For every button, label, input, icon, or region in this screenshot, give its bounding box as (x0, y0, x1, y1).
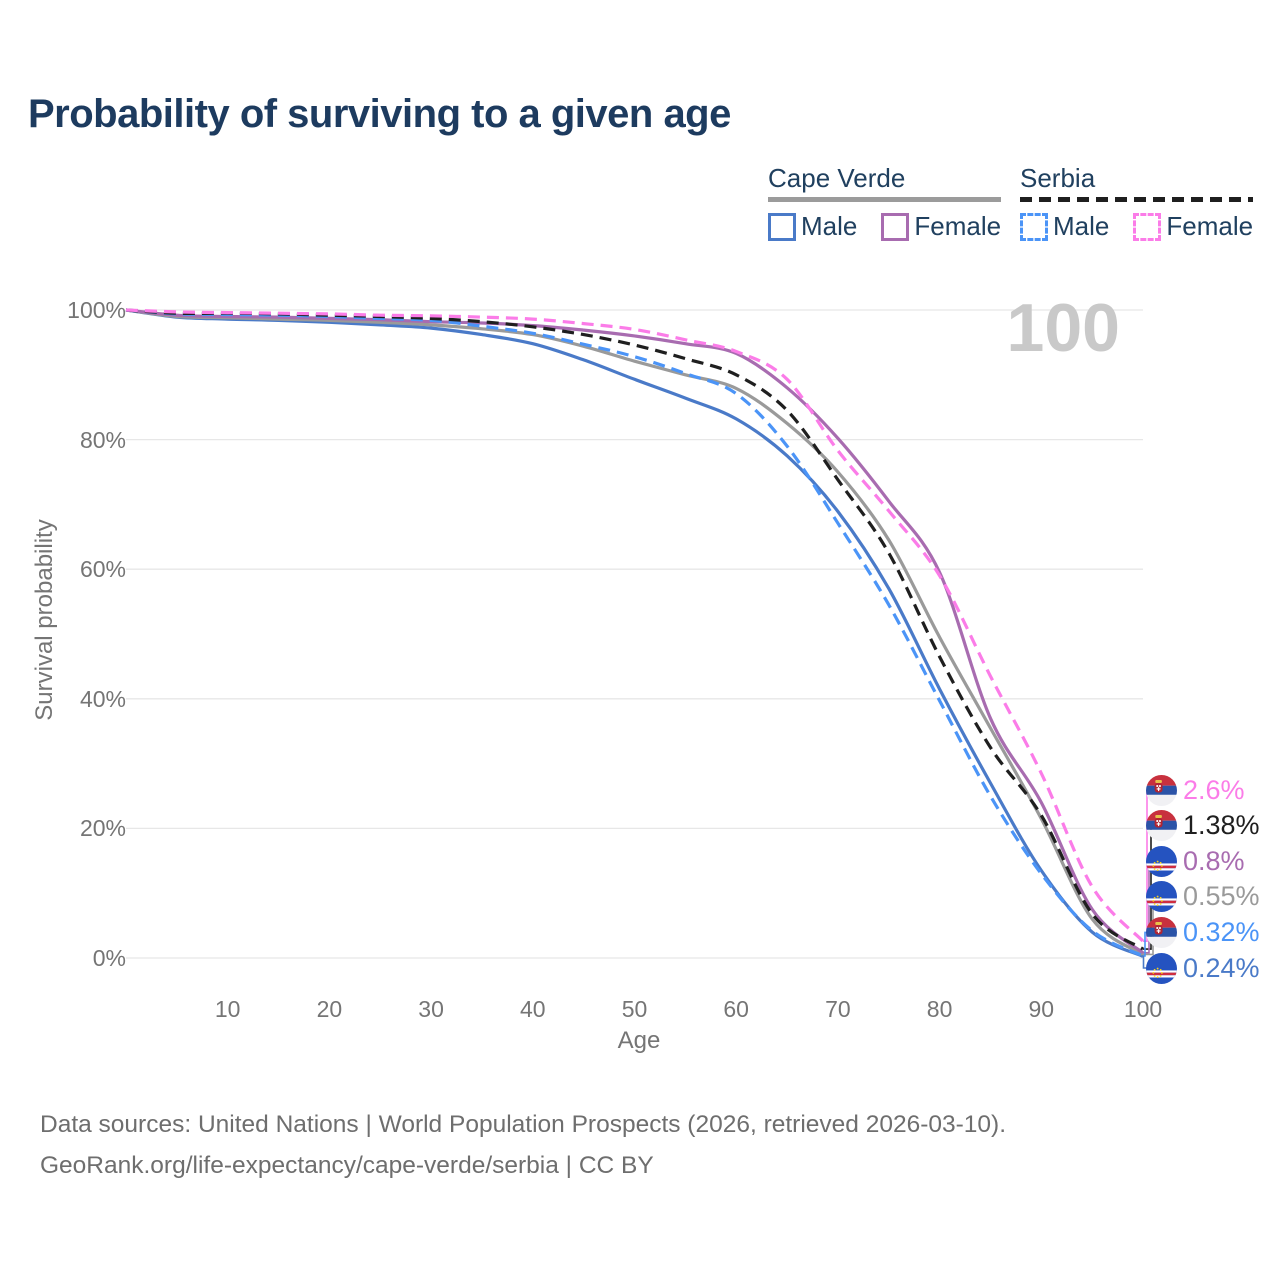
y-tick-label: 60% (79, 556, 126, 583)
legend-item-label: Male (1053, 211, 1110, 241)
x-axis-title: Age (617, 1027, 661, 1054)
legend-items: Male Female (768, 211, 1001, 242)
cape-verde-male-swatch-icon (768, 212, 796, 241)
legend-item-label: Female (1166, 211, 1254, 241)
legend-country-cape-verde[interactable]: Cape Verde (768, 163, 1002, 202)
y-tick-label: 80% (79, 426, 126, 453)
x-tick-label: 100 (1123, 996, 1163, 1022)
x-tick-label: 60 (723, 996, 749, 1022)
legend-item-serbia-male[interactable]: Male (1020, 211, 1109, 242)
legend-item-serbia-female[interactable]: Female (1133, 211, 1253, 242)
serbia-line-style-swatch (1020, 197, 1254, 202)
x-tick-label: 20 (316, 996, 343, 1022)
footer-sources: Data sources: United Nations | World Pop… (40, 1111, 1007, 1138)
legend-items: Male Female (1020, 211, 1253, 242)
age-watermark: 100 (1006, 290, 1120, 366)
x-tick-label: 10 (214, 996, 241, 1022)
x-tick-label: 90 (1028, 996, 1055, 1022)
end-label-cape-verde-total: 0.55% (1146, 879, 1260, 915)
legend-country-label: Cape Verde (768, 163, 906, 193)
serbia-female-swatch-icon (1133, 212, 1162, 241)
x-tick-label: 70 (825, 996, 851, 1022)
y-tick-label: 40% (79, 685, 126, 712)
legend-country-serbia[interactable]: Serbia (1020, 163, 1254, 202)
legend-item-cape-verde-female[interactable]: Female (881, 211, 1001, 242)
end-label-cape-verde-female: 0.8% (1146, 843, 1245, 879)
legend-group-cape-verde: Cape Verde Male Female (768, 163, 1002, 242)
footer-link: GeoRank.org/life-expectancy/cape-verde/s… (40, 1152, 654, 1179)
serbia-flag-icon (1146, 774, 1177, 806)
series-line-serbia-female (125, 308, 1145, 943)
legend-country-label: Serbia (1020, 163, 1096, 193)
cape-verde-flag-icon (1146, 881, 1177, 913)
end-label-cape-verde-male: 0.24% (1146, 950, 1260, 986)
cape-verde-female-swatch-icon (881, 212, 910, 241)
x-tick-label: 30 (418, 996, 444, 1022)
cape-verde-flag-icon (1146, 845, 1177, 877)
legend-item-cape-verde-male[interactable]: Male (768, 211, 857, 242)
end-label-serbia-female: 2.6% (1146, 772, 1245, 808)
series-line-cape-verde-total (125, 308, 1144, 956)
series-line-cape-verde-female (125, 308, 1145, 955)
page-title: Probability of surviving to a given age (28, 92, 731, 136)
end-label-value: 0.32% (1183, 916, 1260, 947)
end-label-serbia-male: 0.32% (1146, 914, 1260, 950)
footer: Data sources: United Nations | World Pop… (40, 1104, 1006, 1186)
series-line-cape-verde-male (125, 308, 1144, 958)
series-line-serbia-male (125, 308, 1144, 958)
y-tick-label: 0% (92, 945, 126, 971)
end-label-value: 2.6% (1183, 774, 1245, 805)
cape-verde-line-style-swatch (768, 197, 1002, 202)
legend-item-label: Male (801, 211, 858, 241)
end-label-value: 1.38% (1183, 810, 1260, 841)
series-line-serbia-total (125, 308, 1144, 951)
x-tick-label: 50 (621, 996, 648, 1022)
x-tick-label: 80 (926, 996, 953, 1022)
legend-item-label: Female (914, 211, 1002, 241)
y-tick-label: 20% (79, 815, 126, 842)
serbia-flag-icon (1146, 810, 1177, 842)
legend-group-serbia: Serbia Male Female (1020, 163, 1254, 242)
end-label-serbia-total: 1.38% (1146, 808, 1260, 844)
x-tick-label: 40 (520, 996, 546, 1022)
end-label-value: 0.55% (1183, 881, 1260, 912)
serbia-flag-icon (1146, 916, 1177, 948)
cape-verde-flag-icon (1146, 952, 1177, 984)
end-label-value: 0.8% (1183, 845, 1245, 876)
serbia-male-swatch-icon (1020, 212, 1048, 241)
end-label-value: 0.24% (1183, 952, 1260, 983)
y-tick-label: 100% (67, 297, 126, 323)
